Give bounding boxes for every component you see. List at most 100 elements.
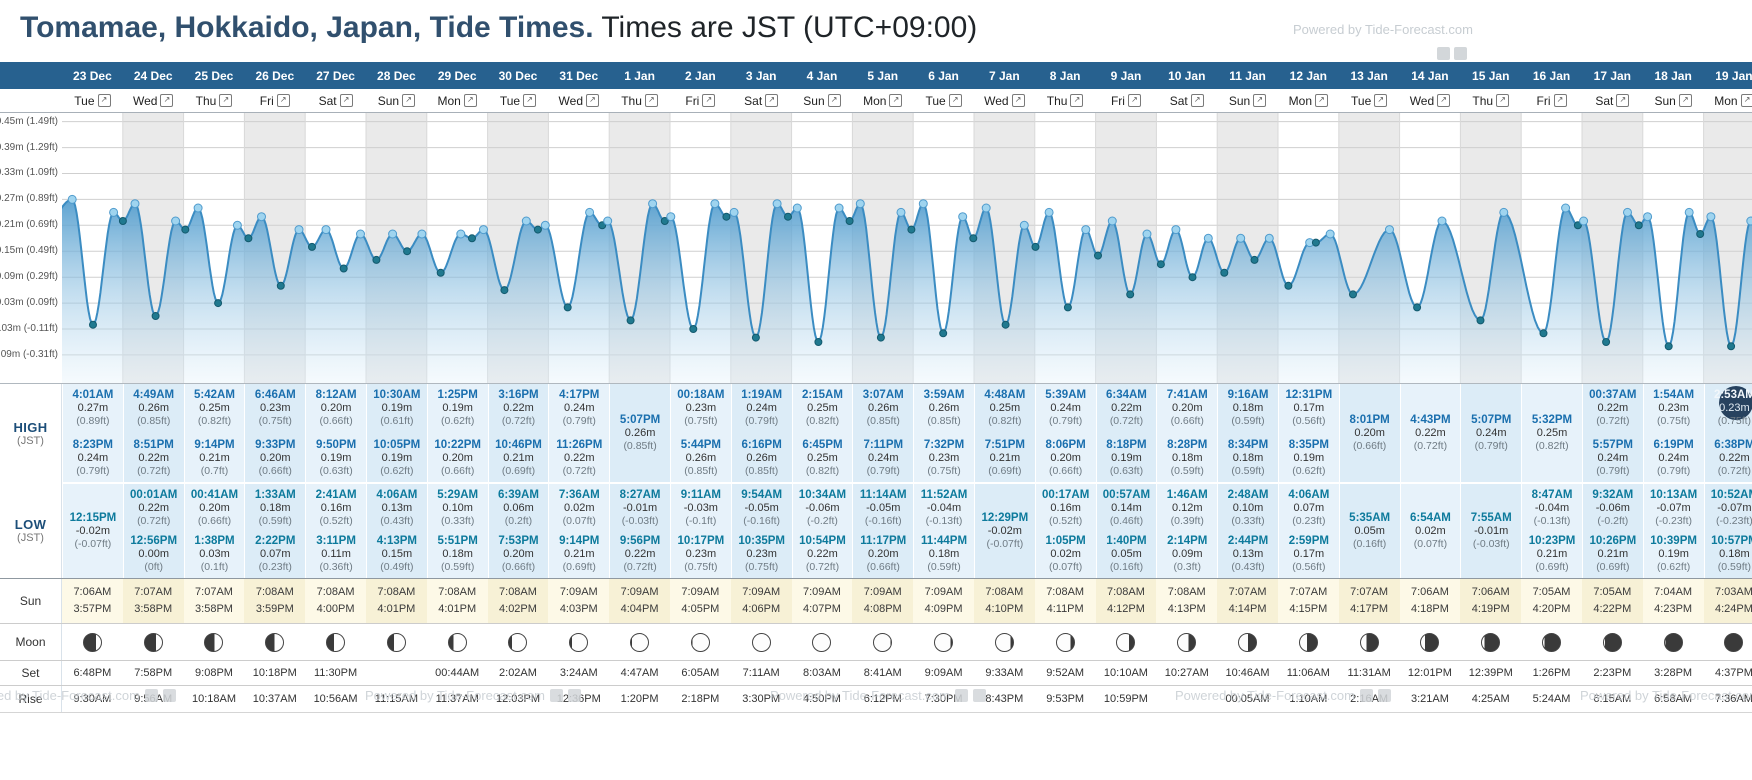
expand-day-icon[interactable]: ↗ xyxy=(463,94,477,107)
expand-day-icon[interactable]: ↗ xyxy=(765,94,779,107)
share-icon[interactable] xyxy=(954,689,968,702)
high-tide-entry: 5:57PM 0.24m (0.79ft) xyxy=(1583,438,1643,478)
tide-low-marker xyxy=(1001,320,1010,329)
high-tide-entry: 10:30AM 0.19m (0.61ft) xyxy=(367,388,427,428)
low-tide-entry: 5:29AM 0.10m (0.33ft) xyxy=(428,488,488,528)
moon-phase-icon xyxy=(1177,632,1197,652)
tide-height-m: 0.09m xyxy=(1171,547,1203,560)
tide-height-m: 0.07m xyxy=(260,547,291,560)
expand-day-icon[interactable]: ↗ xyxy=(1253,94,1267,107)
watermark-text: Powered by Tide-Forecast.com xyxy=(1175,688,1355,703)
sun-cell: 7:09AM 4:05PM xyxy=(669,579,731,623)
tide-time: 6:38PM xyxy=(1714,438,1752,451)
expand-day-icon[interactable]: ↗ xyxy=(1070,94,1084,107)
tide-height-ft: (0.69ft) xyxy=(562,561,596,574)
low-tide-entry: 00:17AM 0.16m (0.52ft) xyxy=(1036,488,1096,528)
powered-by-watermark[interactable]: Powered by Tide-Forecast.com xyxy=(365,688,581,703)
tide-time: 8:35PM xyxy=(1288,438,1329,451)
powered-by-watermark[interactable]: Powered by Tide-Forecast.com xyxy=(1293,22,1473,37)
low-tide-entry: 1:46AM 0.12m (0.39ft) xyxy=(1157,488,1217,528)
high-tide-cell: 00:37AM 0.22m (0.72ft) 5:57PM 0.24m (0.79ft) xyxy=(1581,384,1643,482)
expand-day-icon[interactable]: ↗ xyxy=(1315,94,1328,107)
tide-time: 1:33AM xyxy=(254,489,296,501)
expand-day-icon[interactable]: ↗ xyxy=(1496,94,1510,107)
expand-day-icon[interactable]: ↗ xyxy=(586,94,599,107)
high-tide-cell: 8:01PM 0.20m (0.66ft) xyxy=(1338,384,1400,482)
expand-day-icon[interactable]: ↗ xyxy=(1740,94,1752,107)
tide-high-marker xyxy=(1684,207,1694,217)
expand-day-icon[interactable]: ↗ xyxy=(948,94,962,107)
tide-height-ft: (0.63ft) xyxy=(319,465,353,478)
share-icon[interactable] xyxy=(972,689,986,702)
expand-day-icon[interactable]: ↗ xyxy=(276,94,290,107)
expand-day-icon[interactable]: ↗ xyxy=(1127,94,1141,107)
low-tide-cell: 10:52AM-0.07m(-0.23ft) 10:57PM0.18m(0.59f… xyxy=(1703,482,1752,578)
expand-day-icon[interactable]: ↗ xyxy=(219,94,233,107)
tide-high-marker xyxy=(1325,229,1335,239)
share-icon[interactable] xyxy=(549,689,563,702)
high-tide-cell: 4:17PM 0.24m (0.79ft) 11:26PM 0.22m (0.72ft) xyxy=(548,384,610,482)
high-timezone-label: (JST) xyxy=(17,434,44,447)
low-tide-entry: 10:35PM 0.23m (0.75ft) xyxy=(732,534,792,574)
sun-cell: 7:09AM 4:09PM xyxy=(913,579,974,623)
expand-day-icon[interactable]: ↗ xyxy=(1011,94,1025,107)
sunset-time: 3:59PM xyxy=(255,603,294,615)
low-tide-cell: 12:29PM -0.02m (-0.07ft) xyxy=(973,482,1035,578)
expand-day-icon[interactable]: ↗ xyxy=(402,94,416,107)
expand-day-icon[interactable]: ↗ xyxy=(1616,94,1630,107)
tide-height-m: 0.13m xyxy=(1232,547,1264,560)
tide-height-ft: (0.66ft) xyxy=(866,561,900,574)
low-tide-entry: 1:38PM 0.03m (0.1ft) xyxy=(185,534,245,574)
powered-by-watermark[interactable]: Powered by Tide-Forecast.com xyxy=(770,688,986,703)
expand-day-icon[interactable]: ↗ xyxy=(339,94,353,107)
moonset-time: 2:02AM xyxy=(499,667,537,679)
expand-day-icon[interactable]: ↗ xyxy=(1553,94,1567,107)
powered-by-watermark[interactable]: Powered by Tide-Forecast.com xyxy=(1175,688,1391,703)
tide-height-ft: (0.07ft) xyxy=(1413,538,1448,551)
date-header-cell: 9 Jan xyxy=(1110,68,1142,83)
share-icon[interactable] xyxy=(162,689,176,702)
tide-height-m: -0.01m xyxy=(622,502,658,515)
sunset-time: 4:07PM xyxy=(803,603,841,615)
share-icon[interactable] xyxy=(1359,689,1373,702)
sunset-time: 4:05PM xyxy=(681,603,720,615)
high-tide-cell: 5:07PM 0.24m (0.79ft) xyxy=(1460,384,1522,482)
expand-day-icon[interactable]: ↗ xyxy=(1190,94,1204,107)
moonset-time: 10:27AM xyxy=(1164,667,1209,679)
tide-height-m: 0.17m xyxy=(1293,402,1325,415)
expand-day-icon[interactable]: ↗ xyxy=(1437,94,1451,107)
tide-low-marker xyxy=(626,316,635,325)
tide-low-marker xyxy=(403,247,412,256)
tide-height-m: 0.19m xyxy=(381,402,413,415)
high-tide-entry: 2:15AM 0.25m (0.82ft) xyxy=(793,388,853,428)
tide-time: 10:34AM xyxy=(798,489,847,501)
powered-by-watermark[interactable]: Powered by Tide-Forecast.com xyxy=(0,688,176,703)
expand-day-icon[interactable]: ↗ xyxy=(889,94,903,107)
tide-height-m: 0.26m xyxy=(624,426,656,439)
powered-by-watermark[interactable]: Powered by Tide-Forecast.com xyxy=(1580,688,1752,703)
expand-day-icon[interactable]: ↗ xyxy=(160,94,174,107)
high-tide-entry: 00:37AM 0.22m (0.72ft) xyxy=(1583,388,1643,428)
moon-cell xyxy=(913,624,974,660)
tide-low-marker xyxy=(845,217,854,226)
tide-height-ft: (0.07ft) xyxy=(1049,561,1083,574)
tide-time: 9:14PM xyxy=(194,438,235,451)
share-icon[interactable] xyxy=(567,689,581,702)
share-icon[interactable] xyxy=(144,689,158,702)
tide-high-marker xyxy=(388,229,398,239)
expand-day-icon[interactable]: ↗ xyxy=(97,94,111,107)
expand-day-icon[interactable]: ↗ xyxy=(1678,94,1692,107)
share-icon[interactable] xyxy=(1437,47,1450,60)
expand-day-icon[interactable]: ↗ xyxy=(644,94,658,107)
share-icon[interactable] xyxy=(1377,689,1391,702)
moonset-time: 6:05AM xyxy=(681,667,720,679)
expand-day-icon[interactable]: ↗ xyxy=(702,94,716,107)
tide-height-ft: (0.59ft) xyxy=(1717,561,1752,574)
expand-day-icon[interactable]: ↗ xyxy=(523,94,537,107)
expand-day-icon[interactable]: ↗ xyxy=(827,94,841,107)
share-icon[interactable] xyxy=(1454,47,1467,60)
tide-height-m: 0.24m xyxy=(77,451,109,464)
tide-low-marker xyxy=(276,281,285,290)
expand-day-icon[interactable]: ↗ xyxy=(1374,94,1388,107)
tide-time: 6:39AM xyxy=(498,489,539,501)
